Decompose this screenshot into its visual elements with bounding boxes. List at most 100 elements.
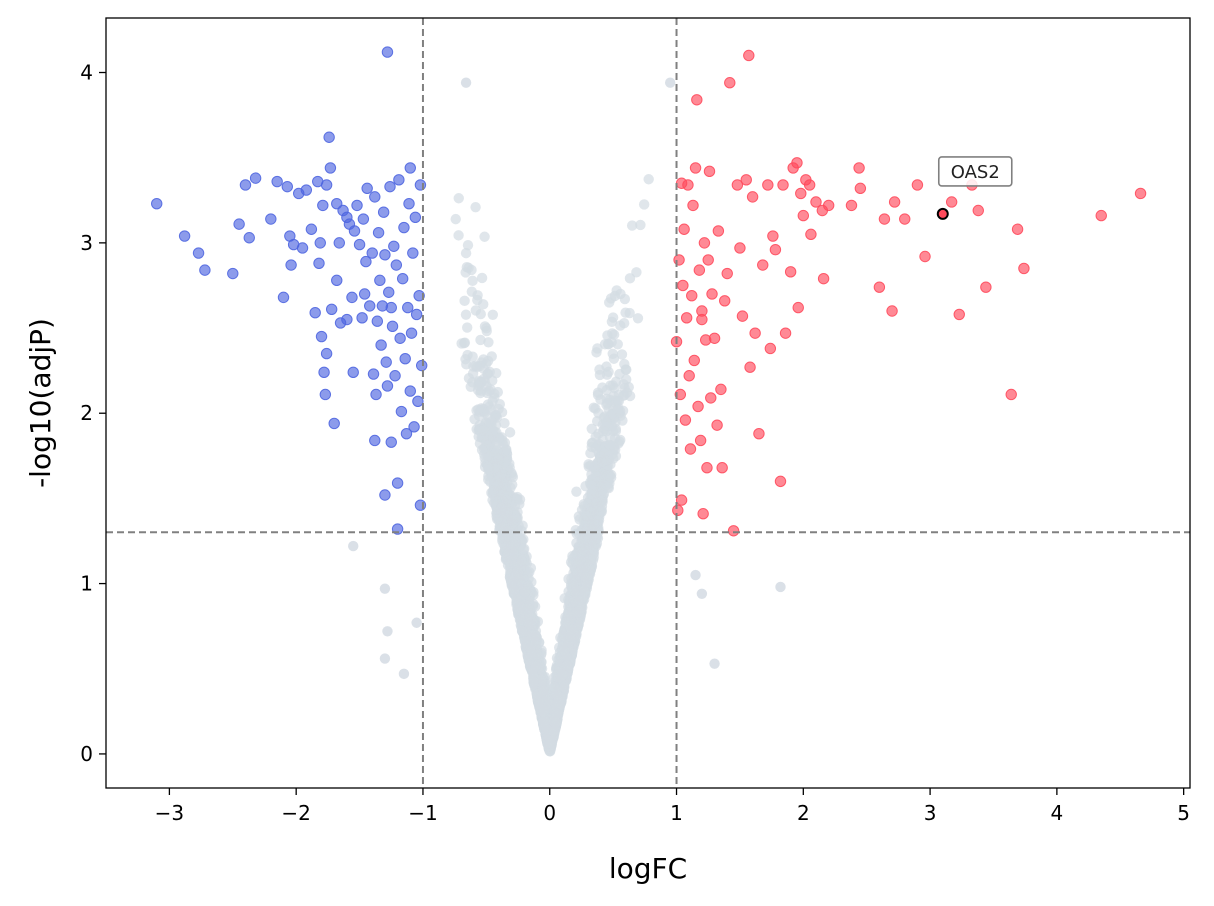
data-point-up: [769, 243, 782, 256]
ns-point: [483, 462, 494, 473]
ns-point: [398, 668, 410, 680]
ns-point: [690, 569, 701, 581]
data-point-up: [1018, 262, 1030, 275]
data-point-up: [716, 462, 728, 474]
y-axis-ticks: 0 1 2 3 4: [80, 61, 106, 766]
data-point-down: [403, 197, 415, 210]
data-point-up: [853, 162, 865, 174]
data-point-up: [724, 77, 736, 89]
ns-point: [538, 685, 549, 696]
ns-point: [603, 339, 614, 350]
series-down: [151, 46, 428, 535]
data-point-down: [383, 286, 395, 298]
data-point-up: [675, 494, 688, 506]
ns-point: [523, 617, 534, 628]
ns-point: [560, 617, 571, 629]
data-point-down: [357, 213, 370, 225]
ns-point: [605, 472, 617, 483]
x-tick-label: 3: [924, 801, 937, 825]
ns-point: [456, 338, 467, 349]
ns-point: [607, 348, 618, 360]
data-point-down: [407, 247, 419, 259]
data-point-up: [691, 94, 703, 106]
data-point-up: [673, 254, 685, 266]
data-point-up: [845, 199, 858, 212]
data-point-up: [792, 301, 804, 314]
data-point-up: [757, 259, 769, 271]
data-point-up: [817, 272, 830, 285]
data-point-up: [980, 281, 992, 293]
data-point-up: [805, 228, 817, 241]
ns-point: [475, 334, 486, 346]
data-point-up: [886, 305, 898, 317]
ns-point: [607, 312, 619, 323]
data-point-up: [746, 191, 759, 203]
annotation-box: [937, 156, 1013, 187]
data-point-up: [777, 179, 789, 191]
ns-point: [463, 373, 475, 384]
data-point-down: [396, 272, 409, 285]
data-point-up: [693, 264, 706, 276]
ns-point: [551, 708, 563, 720]
data-point-down: [388, 240, 400, 252]
ns-point: [462, 239, 474, 251]
x-tick-label: 2: [797, 801, 810, 825]
data-point-down: [334, 317, 347, 329]
y-tick-label: 3: [80, 231, 93, 255]
ns-point: [450, 213, 461, 225]
threshold-lines: [106, 18, 1190, 788]
ns-point: [477, 425, 489, 436]
data-point-down: [413, 289, 425, 302]
ns-point: [483, 337, 494, 348]
data-point-down: [315, 330, 328, 343]
ns-point: [469, 414, 480, 425]
data-point-down: [343, 218, 356, 230]
ns-point: [582, 535, 594, 546]
data-point-up: [696, 313, 708, 326]
data-point-down: [265, 213, 277, 225]
ns-point: [619, 358, 630, 370]
ns-point: [486, 404, 497, 416]
ns-point: [476, 444, 488, 456]
ns-point: [614, 368, 625, 380]
data-point-up: [764, 342, 777, 355]
ns-point: [506, 575, 517, 586]
ns-point: [575, 554, 586, 566]
data-point-down: [305, 223, 318, 235]
ns-point: [470, 201, 481, 213]
ns-point: [638, 199, 650, 210]
ns-point: [488, 485, 499, 496]
ns-point: [586, 423, 597, 434]
data-point-up: [1011, 223, 1024, 235]
data-point-up: [698, 237, 711, 249]
ns-point: [459, 295, 470, 307]
data-point-up: [791, 157, 803, 169]
ns-point: [619, 293, 631, 305]
ns-point: [481, 325, 492, 337]
ns-point: [516, 555, 527, 566]
data-point-up: [795, 187, 807, 200]
data-point-up: [683, 370, 695, 382]
ns-point: [590, 461, 601, 472]
ns-point: [467, 275, 478, 287]
ns-point: [506, 515, 518, 526]
data-point-down: [285, 259, 297, 271]
data-point-up: [810, 196, 822, 208]
annotation-label: OAS2: [951, 162, 1000, 183]
data-point-down: [391, 477, 404, 489]
x-axis-ticks: −3 −2 −1 0 1 2 3 4 5: [155, 788, 1190, 825]
data-point-down: [377, 206, 390, 218]
ns-point: [580, 572, 591, 583]
data-point-down: [384, 180, 396, 193]
data-point-down: [358, 288, 371, 300]
x-tick-label: 4: [1051, 801, 1064, 825]
x-tick-label: 1: [670, 801, 683, 825]
ns-point: [500, 554, 512, 565]
data-point-down: [379, 249, 391, 261]
data-point-down: [151, 197, 163, 210]
ns-point: [525, 642, 536, 654]
data-point-up: [744, 361, 756, 373]
ns-point: [605, 293, 617, 304]
data-point-down: [243, 232, 255, 244]
ns-point: [411, 617, 422, 628]
